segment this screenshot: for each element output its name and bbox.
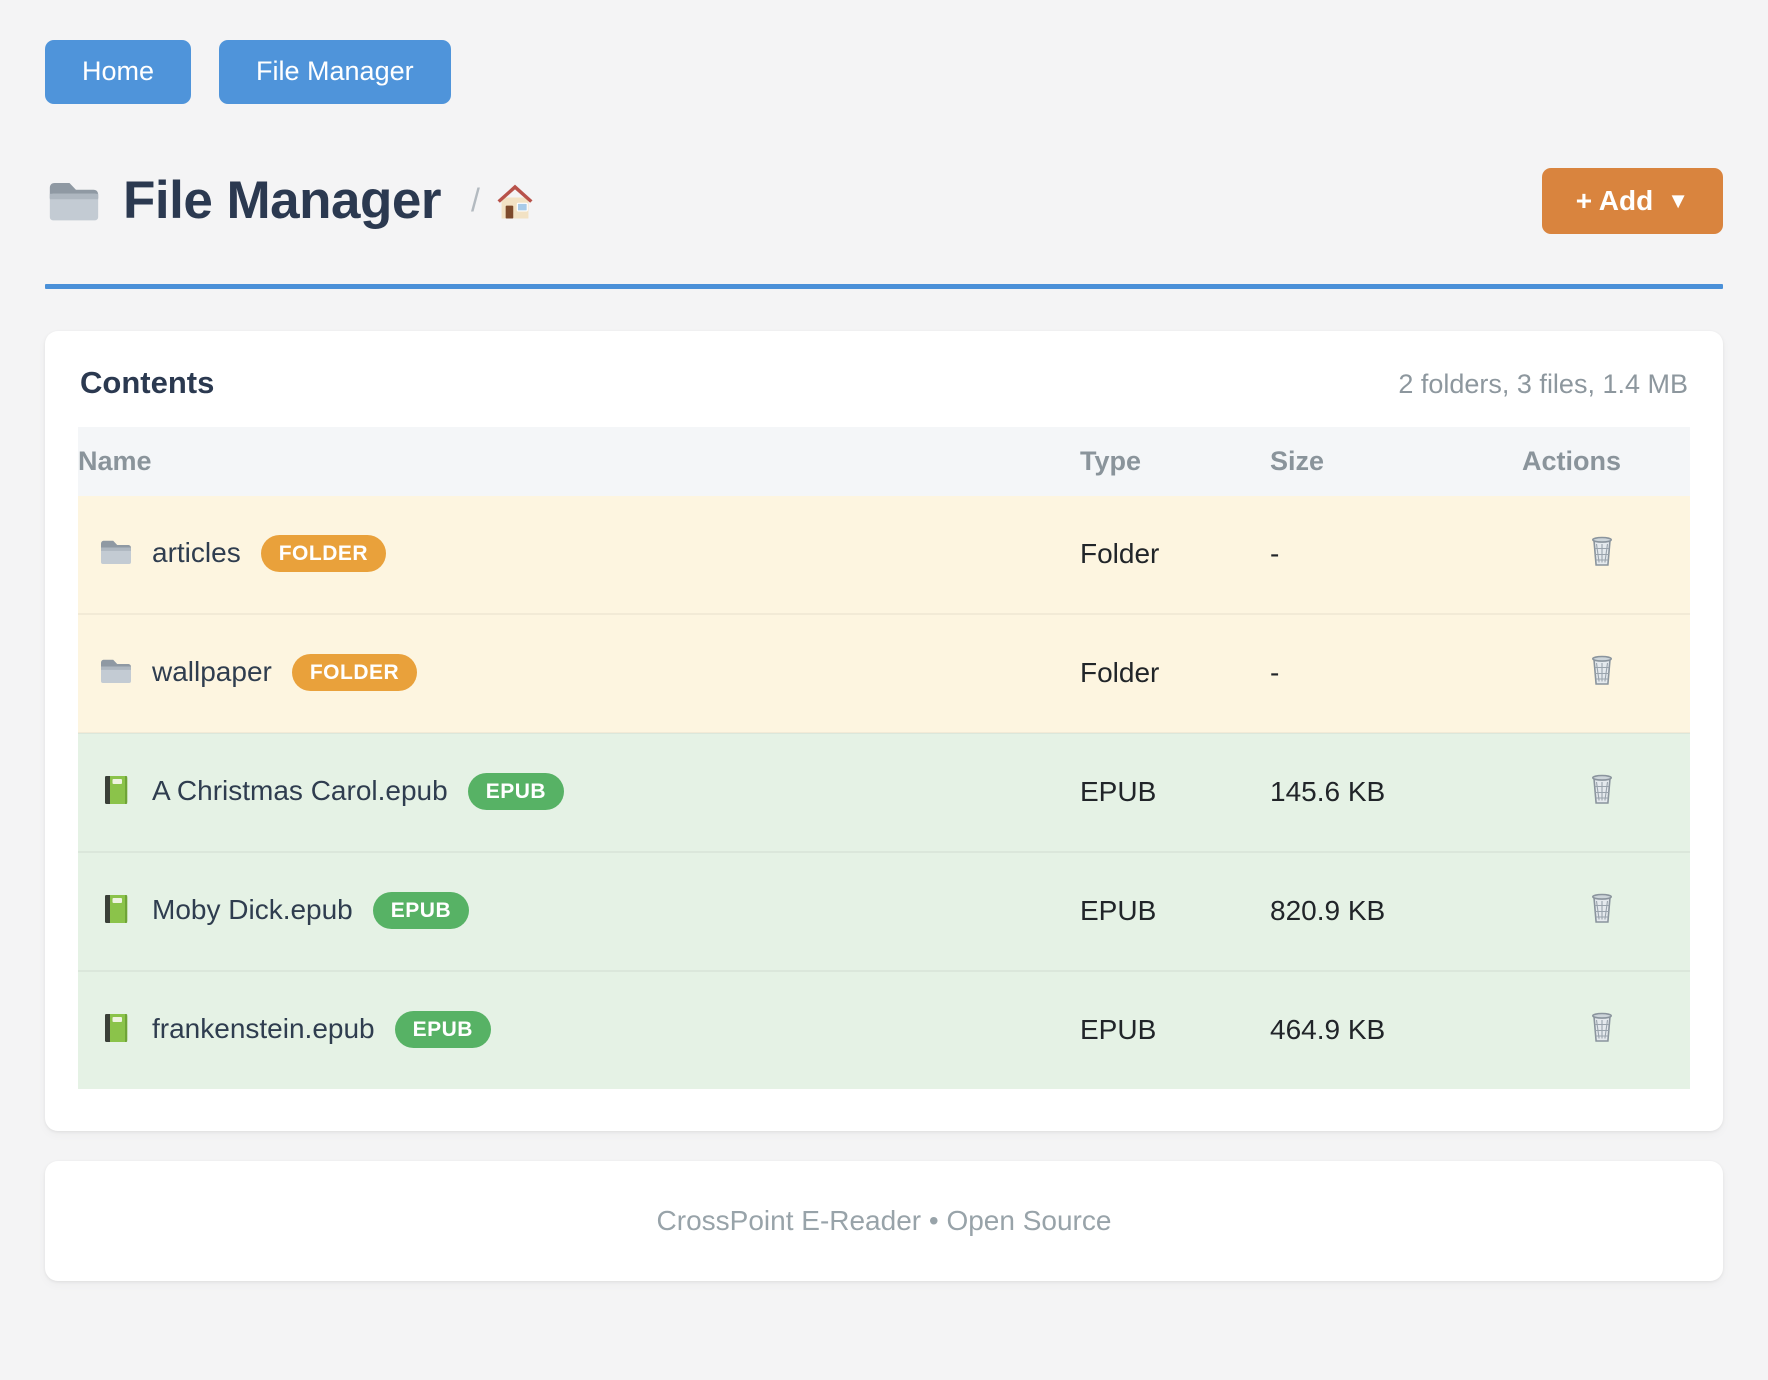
size-cell: 464.9 KB bbox=[1270, 1014, 1386, 1046]
breadcrumb-separator: / bbox=[470, 182, 480, 219]
table-row[interactable]: A Christmas Carol.epub EPUB EPUB 145.6 K… bbox=[78, 732, 1690, 852]
book-icon bbox=[98, 774, 136, 808]
actions-cell bbox=[1522, 496, 1690, 614]
footer-card: CrossPoint E-Reader • Open Source bbox=[45, 1160, 1723, 1281]
actions-cell bbox=[1522, 733, 1690, 852]
column-header-name: Name bbox=[78, 426, 1080, 496]
folder-icon bbox=[45, 175, 103, 227]
trash-icon[interactable] bbox=[1584, 773, 1620, 805]
contents-summary: 2 folders, 3 files, 1.4 MB bbox=[1398, 368, 1688, 399]
trash-icon[interactable] bbox=[1584, 1011, 1620, 1043]
footer-text: CrossPoint E-Reader • Open Source bbox=[656, 1204, 1112, 1236]
name-cell: wallpaper FOLDER bbox=[78, 615, 1080, 730]
type-badge: FOLDER bbox=[260, 534, 387, 572]
book-icon bbox=[98, 893, 136, 927]
type-cell: Folder bbox=[1080, 657, 1160, 689]
item-name[interactable]: wallpaper bbox=[152, 656, 272, 688]
header-divider bbox=[45, 283, 1723, 289]
size-cell: - bbox=[1270, 657, 1280, 689]
contents-heading: Contents bbox=[80, 364, 215, 400]
top-navigation: Home File Manager bbox=[45, 40, 1723, 104]
file-manager-nav-button[interactable]: File Manager bbox=[219, 40, 451, 104]
page-title: File Manager bbox=[123, 171, 441, 231]
add-button-label: + Add bbox=[1575, 184, 1654, 216]
size-cell: - bbox=[1270, 538, 1280, 570]
type-cell: Folder bbox=[1080, 538, 1160, 570]
type-cell: EPUB bbox=[1080, 1014, 1157, 1046]
contents-table-body: articles FOLDER Folder - wallpaper FOLDE… bbox=[78, 495, 1690, 1089]
page: Home File Manager File Manager / + Add ▼… bbox=[45, 40, 1723, 1281]
page-header: File Manager / + Add ▼ bbox=[45, 167, 1723, 234]
files-table-header: Name Type Size Actions bbox=[78, 426, 1690, 496]
size-cell: 820.9 KB bbox=[1270, 895, 1386, 927]
table-row[interactable]: frankenstein.epub EPUB EPUB 464.9 KB bbox=[78, 970, 1690, 1089]
type-badge: EPUB bbox=[467, 772, 565, 810]
contents-card: Contents 2 folders, 3 files, 1.4 MB Name… bbox=[45, 330, 1723, 1131]
name-cell: Moby Dick.epub EPUB bbox=[78, 853, 1080, 968]
table-row[interactable]: articles FOLDER Folder - bbox=[78, 495, 1690, 614]
type-badge: EPUB bbox=[372, 891, 470, 929]
size-cell: 145.6 KB bbox=[1270, 776, 1386, 808]
item-name[interactable]: A Christmas Carol.epub bbox=[152, 775, 448, 807]
files-table: Name Type Size Actions articles FOLDER F… bbox=[78, 426, 1690, 1089]
book-icon bbox=[98, 1012, 136, 1046]
home-nav-button[interactable]: Home bbox=[45, 40, 192, 104]
trash-icon[interactable] bbox=[1584, 892, 1620, 924]
column-header-actions: Actions bbox=[1522, 426, 1690, 496]
actions-cell bbox=[1522, 852, 1690, 971]
column-header-type: Type bbox=[1080, 426, 1270, 496]
contents-card-header: Contents 2 folders, 3 files, 1.4 MB bbox=[78, 365, 1690, 401]
folder-icon bbox=[98, 536, 136, 570]
column-header-size: Size bbox=[1270, 426, 1522, 496]
trash-icon[interactable] bbox=[1584, 535, 1620, 567]
house-icon[interactable] bbox=[494, 182, 536, 220]
item-name[interactable]: articles bbox=[152, 537, 241, 569]
type-badge: EPUB bbox=[394, 1010, 491, 1048]
table-row[interactable]: wallpaper FOLDER Folder - bbox=[78, 613, 1690, 733]
chevron-down-icon: ▼ bbox=[1667, 187, 1689, 213]
name-cell: A Christmas Carol.epub EPUB bbox=[78, 734, 1080, 849]
folder-icon bbox=[98, 655, 136, 689]
breadcrumb: / bbox=[471, 182, 536, 220]
name-cell: articles FOLDER bbox=[78, 496, 1080, 611]
type-badge: FOLDER bbox=[291, 653, 418, 691]
actions-cell bbox=[1522, 971, 1690, 1089]
actions-cell bbox=[1522, 614, 1690, 733]
item-name[interactable]: frankenstein.epub bbox=[152, 1013, 375, 1045]
type-cell: EPUB bbox=[1080, 776, 1157, 808]
type-cell: EPUB bbox=[1080, 895, 1157, 927]
name-cell: frankenstein.epub EPUB bbox=[78, 972, 1080, 1087]
title-group: File Manager / bbox=[45, 170, 536, 231]
add-button[interactable]: + Add ▼ bbox=[1541, 167, 1723, 234]
table-row[interactable]: Moby Dick.epub EPUB EPUB 820.9 KB bbox=[78, 851, 1690, 971]
trash-icon[interactable] bbox=[1584, 654, 1620, 686]
item-name[interactable]: Moby Dick.epub bbox=[152, 894, 353, 926]
